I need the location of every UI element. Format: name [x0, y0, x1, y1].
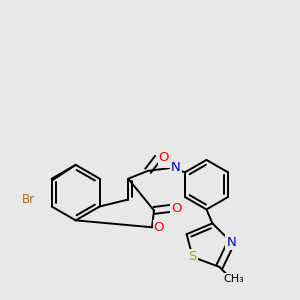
Text: H: H: [163, 157, 171, 167]
Text: O: O: [154, 221, 164, 234]
Text: CH₃: CH₃: [224, 274, 244, 284]
Text: S: S: [188, 250, 197, 263]
Text: N: N: [171, 161, 181, 174]
Text: O: O: [172, 202, 182, 215]
Text: N: N: [226, 236, 236, 249]
Text: O: O: [159, 152, 169, 164]
Text: Br: Br: [22, 193, 35, 206]
